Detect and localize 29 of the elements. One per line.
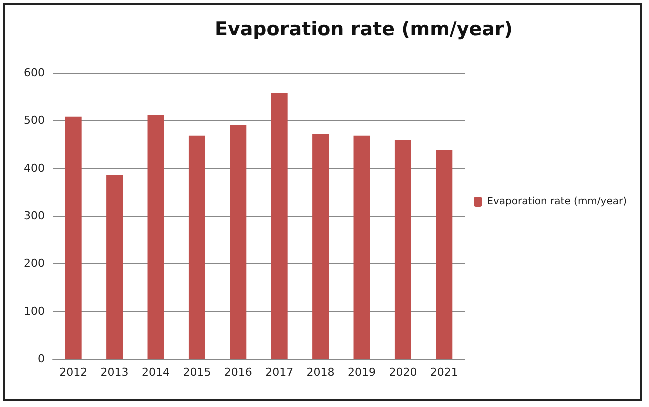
bar [394, 140, 412, 359]
bar [271, 93, 288, 359]
x-tick-label: 2012 [60, 366, 88, 379]
y-tick-label: 0 [38, 352, 45, 366]
y-tick-label: 600 [24, 66, 45, 80]
x-tick-label: 2019 [348, 366, 376, 379]
x-tick-label: 2018 [306, 366, 335, 379]
x-tick-label: 2021 [430, 366, 458, 379]
bar [106, 175, 124, 359]
y-tick-label: 500 [24, 114, 45, 128]
chart-title: Evaporation rate (mm/year) [215, 18, 513, 40]
x-tick-label: 2020 [389, 366, 418, 379]
x-tick-label: 2017 [266, 366, 294, 379]
bar [188, 136, 206, 359]
y-tick-label: 200 [24, 257, 45, 270]
bar [230, 124, 247, 359]
x-tick-label: 2014 [142, 366, 170, 379]
y-tick-label: 300 [24, 210, 45, 222]
legend-label: Evaporation rate (mm/year) [487, 196, 628, 208]
bar [65, 116, 82, 359]
x-tick-label: 2016 [224, 366, 252, 379]
x-tick-label: 2015 [183, 366, 212, 379]
bar [312, 134, 330, 359]
bar [436, 150, 453, 359]
bar [148, 115, 164, 359]
y-tick-label: 400 [24, 162, 45, 175]
x-tick-label: 2013 [100, 366, 129, 379]
bar [354, 136, 370, 359]
y-tick-label: 100 [24, 304, 45, 318]
